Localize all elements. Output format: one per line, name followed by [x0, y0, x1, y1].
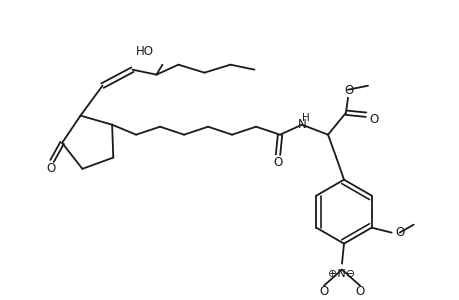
Text: O: O — [344, 84, 353, 97]
Text: ⊕N⊖: ⊕N⊖ — [328, 268, 355, 279]
Text: H: H — [302, 113, 309, 123]
Text: O: O — [394, 226, 403, 239]
Text: O: O — [273, 156, 282, 169]
Text: HO: HO — [135, 45, 153, 58]
Text: N: N — [297, 118, 306, 131]
Text: O: O — [46, 162, 56, 176]
Text: O: O — [355, 285, 364, 298]
Text: O: O — [369, 113, 378, 126]
Text: O: O — [319, 285, 328, 298]
